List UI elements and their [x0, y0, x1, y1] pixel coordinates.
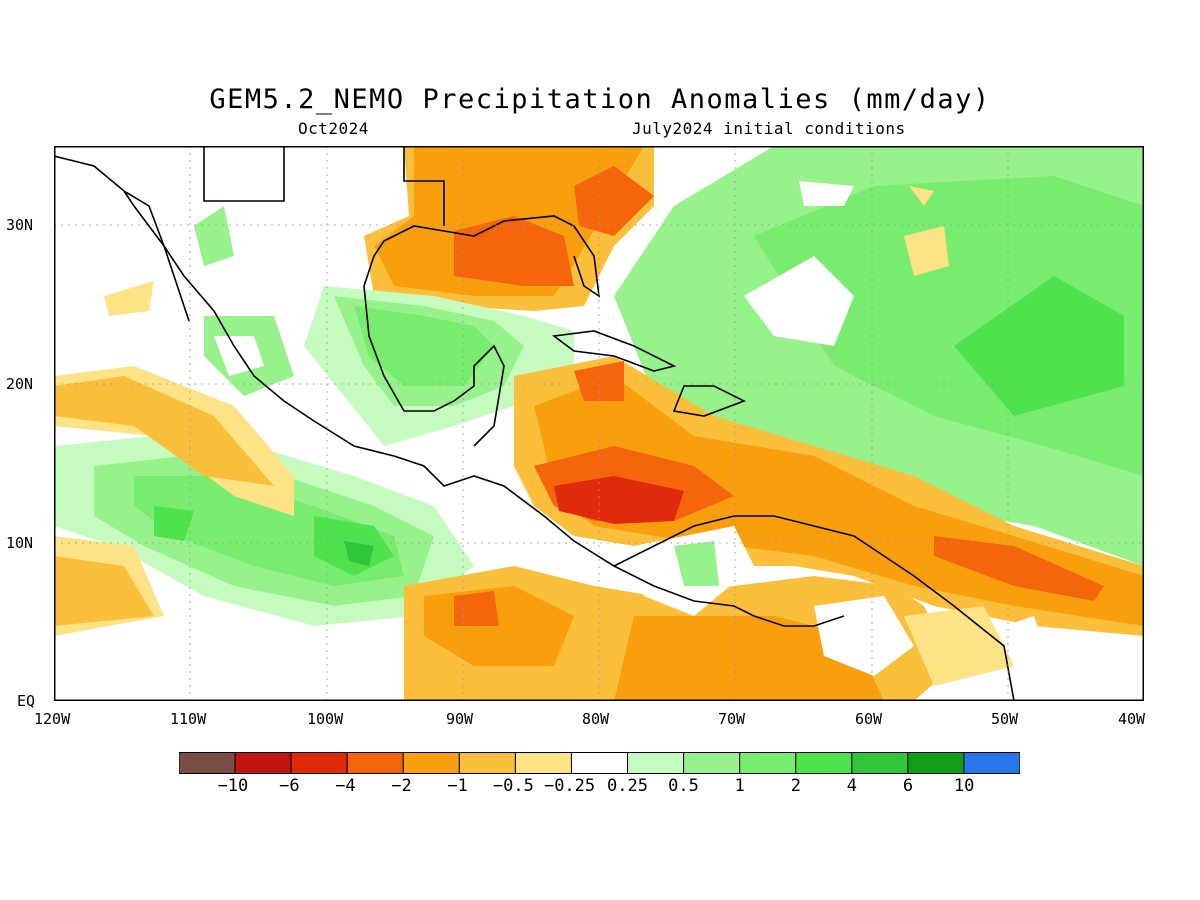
colorbar-label: 2 [790, 776, 801, 796]
lon-label: 70W [718, 710, 746, 728]
precipitation-anomaly-map [54, 146, 1144, 701]
colorbar-swatch [458, 752, 516, 774]
anomaly-field [54, 146, 1144, 701]
colorbar-label: 1 [734, 776, 745, 796]
colorbar-label: 10 [953, 776, 975, 796]
colorbar [179, 752, 1020, 774]
lat-label: 20N [6, 375, 34, 393]
colorbar-swatch [963, 752, 1020, 774]
colorbar-swatch [402, 752, 460, 774]
colorbar-label: −10 [217, 776, 249, 796]
colorbar-swatch [290, 752, 348, 774]
colorbar-label: −0.25 [543, 776, 596, 796]
lon-label: 100W [307, 710, 344, 728]
lon-label: 80W [582, 710, 610, 728]
colorbar-swatch [739, 752, 797, 774]
colorbar-label: −0.5 [492, 776, 534, 796]
colorbar-swatch [907, 752, 965, 774]
lon-label: 90W [446, 710, 474, 728]
map-title: GEM5.2_NEMO Precipitation Anomalies (mm/… [209, 84, 991, 115]
colorbar-swatch [179, 752, 236, 774]
lon-label: 110W [170, 710, 207, 728]
lon-label: 60W [855, 710, 883, 728]
colorbar-label: 0.5 [668, 776, 699, 796]
map-frame [54, 146, 1144, 701]
lat-label: EQ [17, 692, 36, 710]
colorbar-label: −2 [391, 776, 412, 796]
coastlines [54, 146, 1015, 701]
gridlines [54, 146, 1144, 701]
colorbar-label: −4 [335, 776, 356, 796]
lon-label: 50W [991, 710, 1019, 728]
colorbar-swatch [851, 752, 909, 774]
colorbar-swatch [570, 752, 629, 774]
lat-label: 30N [6, 216, 34, 234]
colorbar-swatch [683, 752, 741, 774]
colorbar-swatch [346, 752, 404, 774]
initial-conditions-label: July2024 initial conditions [632, 119, 906, 138]
lon-label: 120W [34, 710, 71, 728]
colorbar-swatch [627, 752, 685, 774]
colorbar-label: 6 [902, 776, 914, 796]
colorbar-label: 0.25 [607, 776, 648, 796]
colorbar-label: −6 [279, 776, 300, 796]
colorbar-swatch [234, 752, 292, 774]
colorbar-label: 4 [846, 776, 858, 796]
colorbar-label: −1 [447, 776, 468, 796]
lat-label: 10N [6, 534, 34, 552]
colorbar-swatch [795, 752, 853, 774]
lon-label: 40W [1118, 710, 1146, 728]
forecast-month: Oct2024 [298, 119, 369, 138]
colorbar-swatch [514, 752, 572, 774]
